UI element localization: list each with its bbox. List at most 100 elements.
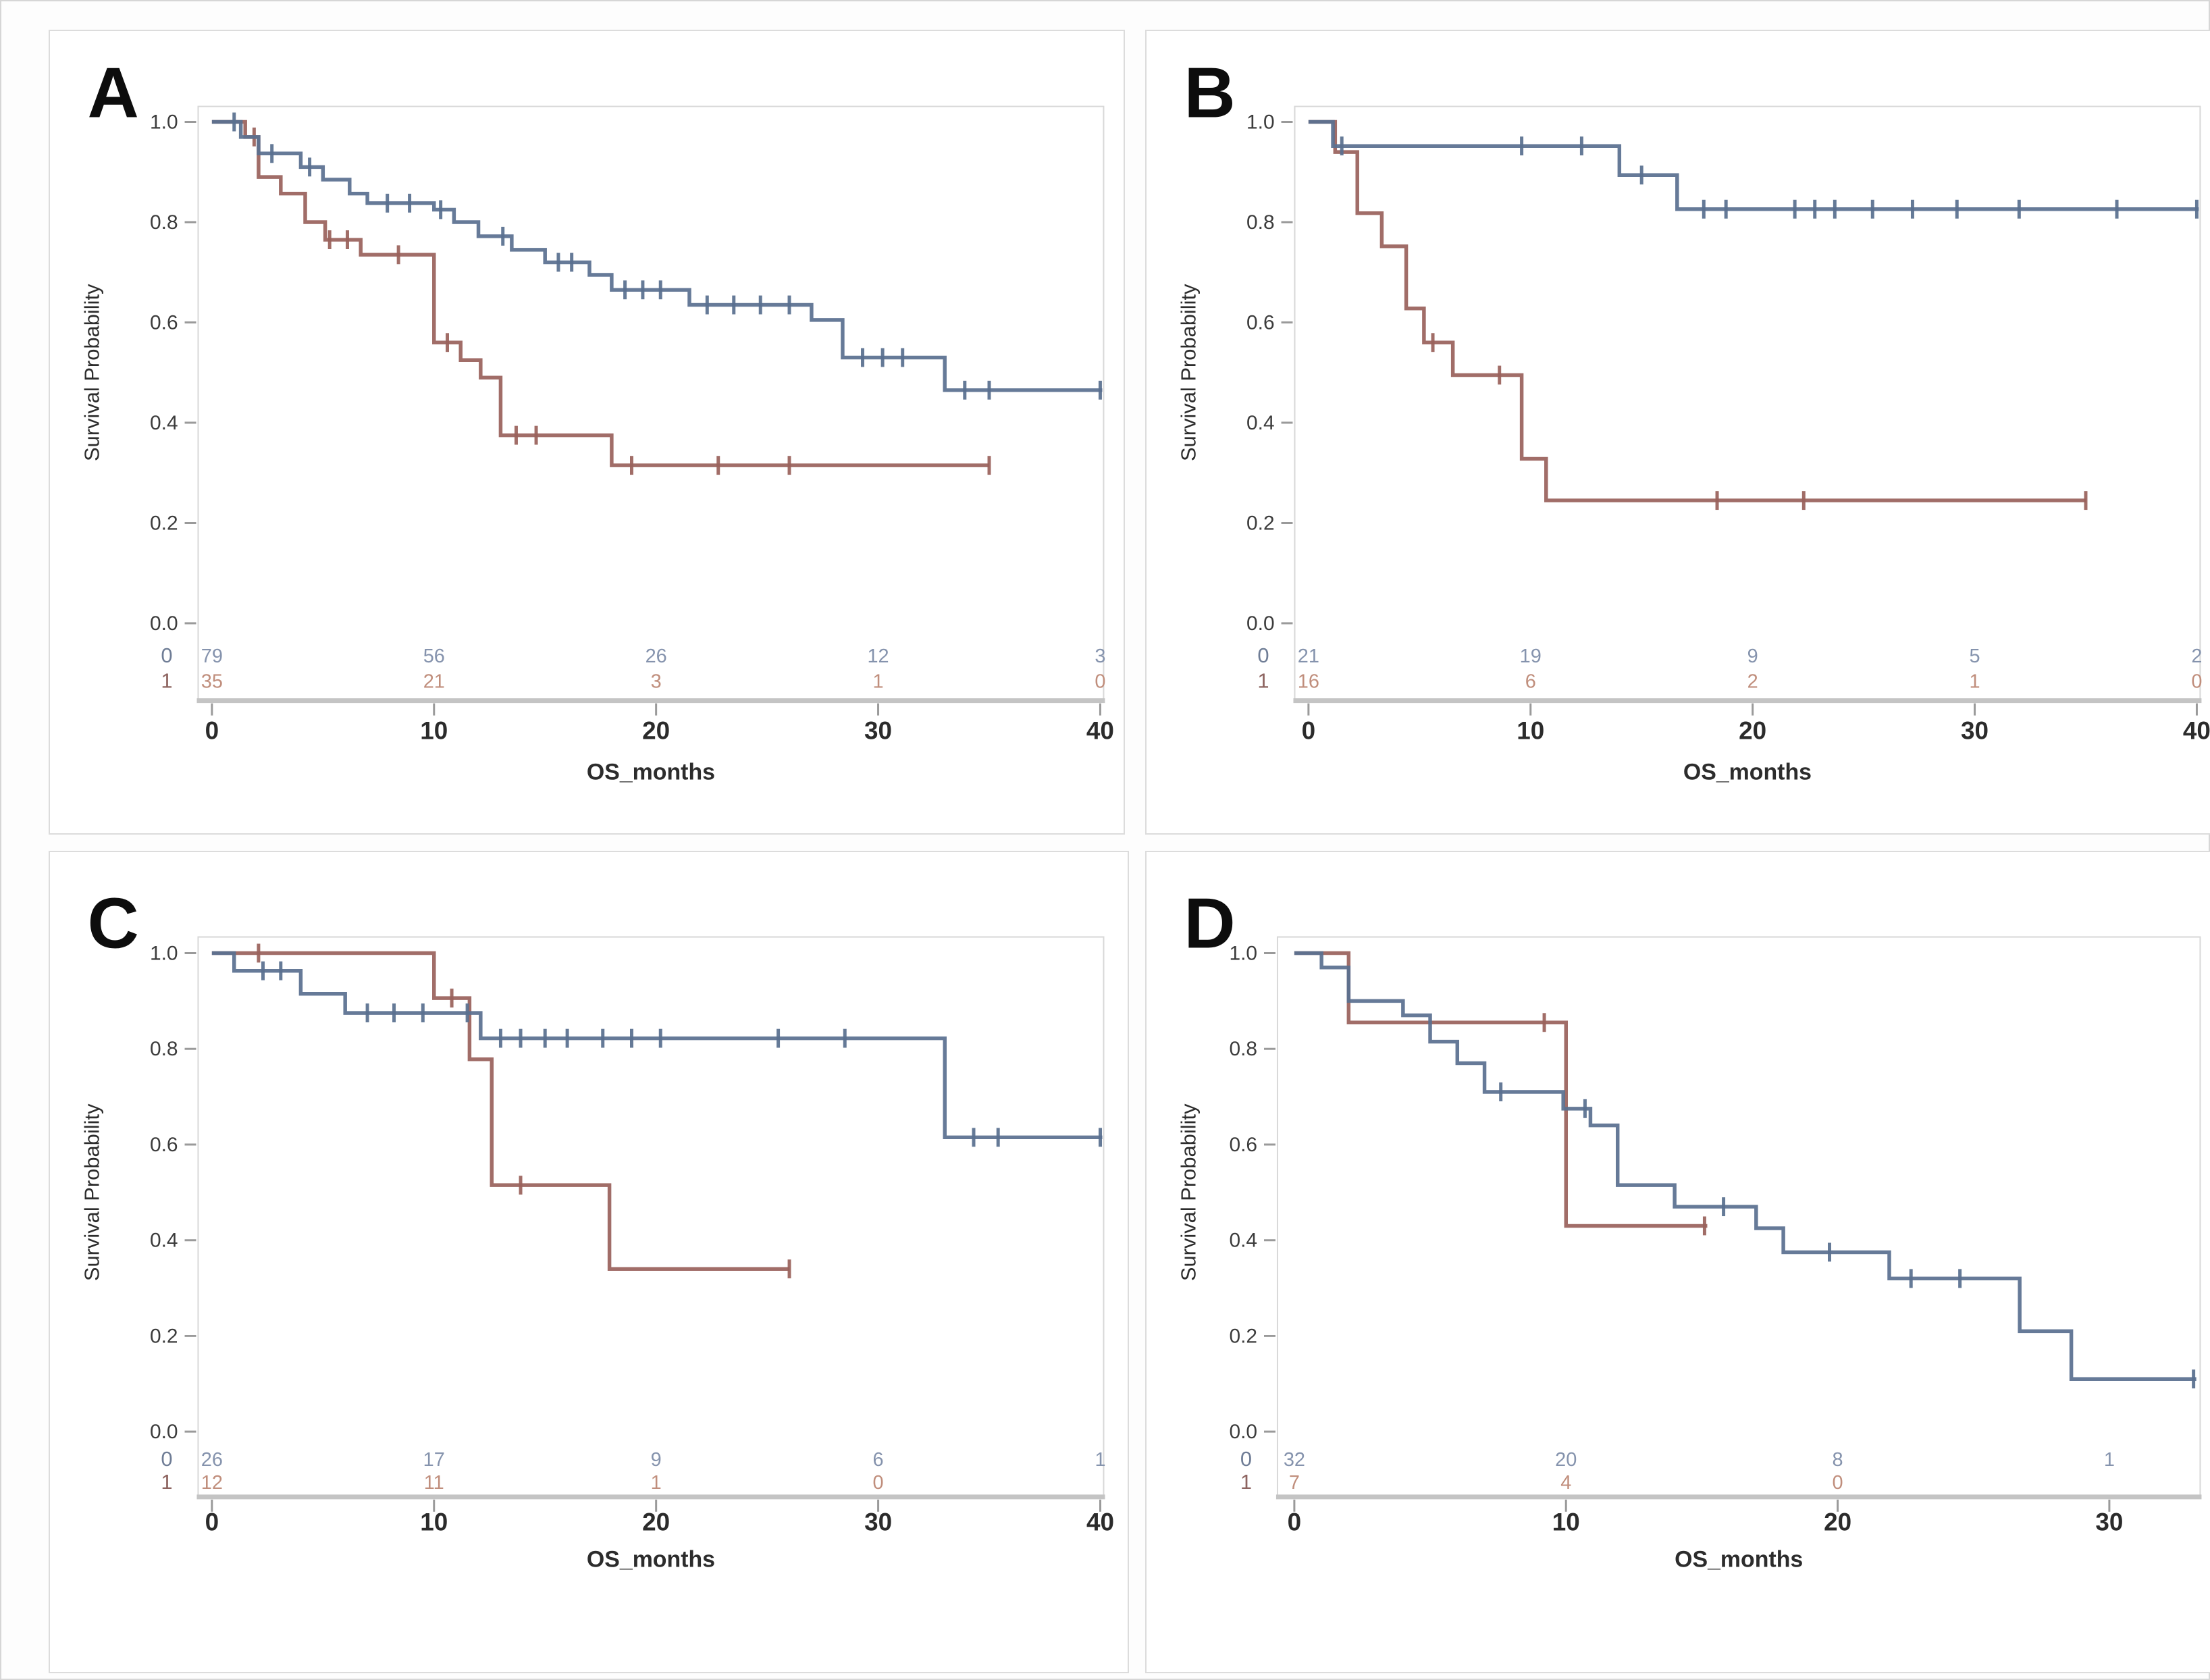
y-axis-title: Survival Probability <box>1176 1103 1200 1281</box>
survival-curve-0 <box>1294 951 2196 1381</box>
atrisk-value: 0 <box>1095 671 1105 693</box>
series-group-0 <box>211 112 1103 400</box>
x-axis-title: OS_months <box>587 1547 715 1573</box>
atrisk-value: 26 <box>201 1449 223 1471</box>
survival-curve-1 <box>211 951 790 1271</box>
atrisk-row-label: 0 <box>161 1447 172 1471</box>
atrisk-value: 1 <box>873 671 884 693</box>
x-tick-label: 0 <box>1302 716 1316 744</box>
x-tick-label: 20 <box>642 1508 670 1536</box>
x-tick-label: 30 <box>2095 1508 2123 1536</box>
atrisk-value: 1 <box>2104 1449 2115 1471</box>
atrisk-row-label: 0 <box>161 644 172 667</box>
y-tick-label: 0.8 <box>150 1038 178 1060</box>
atrisk-value: 1 <box>1095 1449 1105 1471</box>
x-axis-title: OS_months <box>1683 759 1812 785</box>
y-axis-title: Survival Probability <box>80 284 103 461</box>
y-tick-label: 0.2 <box>1229 1325 1257 1347</box>
y-tick-label: 0.4 <box>1229 1230 1257 1252</box>
atrisk-row-label: 1 <box>1257 669 1269 693</box>
y-tick-label: 0.0 <box>150 1421 178 1443</box>
plot-wall <box>197 936 1105 1498</box>
x-tick-label: 10 <box>420 1508 448 1536</box>
y-tick-label: 1.0 <box>1246 111 1275 134</box>
y-tick-label: 0.6 <box>150 312 178 334</box>
survival-curve-1 <box>211 120 989 467</box>
y-tick-label: 0.6 <box>1246 312 1275 334</box>
atrisk-row-label: 0 <box>1240 1447 1252 1471</box>
atrisk-row-label: 1 <box>161 1470 172 1494</box>
y-tick-label: 0.8 <box>1229 1038 1257 1060</box>
atrisk-value: 26 <box>646 646 667 667</box>
panel-b-chart: 1.00.80.60.40.20.00 10 20 30 40OS_monthsSurv… <box>1176 53 2210 785</box>
x-axis-title: OS_months <box>587 759 715 785</box>
atrisk-value: 5 <box>1970 646 1980 667</box>
series-group-0 <box>1294 951 2196 1389</box>
x-tick-label: 0 <box>1288 1508 1302 1536</box>
y-tick-label: 0.2 <box>150 1325 178 1347</box>
atrisk-row-label: 0 <box>1257 644 1269 667</box>
y-tick-label: 0.2 <box>150 513 178 535</box>
x-tick-label: 20 <box>1739 716 1766 744</box>
series-group-1 <box>1308 120 2088 510</box>
y-tick-label: 1.0 <box>1229 942 1257 964</box>
atrisk-value: 79 <box>201 646 223 667</box>
atrisk-value: 1 <box>1970 671 1980 693</box>
atrisk-value: 9 <box>1747 646 1758 667</box>
series-group-0 <box>211 951 1103 1147</box>
x-tick-label: 40 <box>2183 716 2210 744</box>
panel-letter: A <box>87 53 138 133</box>
x-tick-label: 0 <box>205 1508 219 1536</box>
atrisk-value: 0 <box>873 1472 884 1494</box>
atrisk-value: 0 <box>1833 1472 1843 1494</box>
series-group-1 <box>1294 951 1708 1236</box>
atrisk-value: 0 <box>2191 671 2202 693</box>
y-tick-label: 1.0 <box>150 942 178 964</box>
atrisk-row-label: 1 <box>1240 1470 1252 1494</box>
panel-letter: C <box>87 884 138 964</box>
atrisk-value: 6 <box>873 1449 884 1471</box>
panel-d: 1.0 0.8 0.6 0.4 0.2 0.0 0 10 20 30 OS_months Surviv… <box>1145 851 2210 1673</box>
atrisk-value: 1 <box>651 1472 662 1494</box>
plot-wall <box>197 105 1105 702</box>
x-tick-label: 0 <box>205 716 219 744</box>
survival-curve-1 <box>1308 120 2086 502</box>
series-group-0 <box>1308 120 2199 219</box>
x-tick-label: 30 <box>864 1508 892 1536</box>
y-tick-label: 0.8 <box>1246 211 1275 234</box>
y-tick-label: 0.6 <box>1229 1134 1257 1156</box>
atrisk-value: 12 <box>201 1472 223 1494</box>
panel-d-chart: 1.00.80.60.40.20.00 10 20 30OS_monthsSurviv… <box>1176 884 2202 1573</box>
atrisk-value: 17 <box>423 1449 445 1471</box>
survival-curve-0 <box>1308 120 2199 211</box>
x-tick-label: 10 <box>1517 716 1544 744</box>
atrisk-value: 21 <box>423 671 445 693</box>
atrisk-value: 56 <box>423 646 445 667</box>
atrisk-value: 19 <box>1520 646 1542 667</box>
atrisk-value: 3 <box>1095 646 1105 667</box>
atrisk-value: 12 <box>867 646 889 667</box>
plot-wall <box>1294 105 2201 702</box>
series-group-1 <box>211 943 791 1279</box>
x-tick-label: 20 <box>642 716 670 744</box>
x-tick-label: 10 <box>420 716 448 744</box>
y-tick-label: 0.6 <box>150 1134 178 1156</box>
atrisk-value: 6 <box>1525 671 1536 693</box>
atrisk-value: 16 <box>1298 671 1319 693</box>
x-tick-label: 30 <box>1961 716 1989 744</box>
y-tick-label: 1.0 <box>150 111 178 134</box>
atrisk-value: 11 <box>424 1472 444 1494</box>
panel-letter: B <box>1184 53 1235 133</box>
atrisk-value: 35 <box>201 671 223 693</box>
y-tick-label: 0.0 <box>150 612 178 635</box>
survival-curve-1 <box>1294 951 1708 1228</box>
y-tick-label: 0.4 <box>150 1230 178 1252</box>
panel-a-chart: 1.00.80.60.40.20.00 10 20 30 40OS_monthsSurv… <box>80 53 1114 785</box>
x-tick-label: 10 <box>1552 1508 1580 1536</box>
y-tick-label: 0.8 <box>150 211 178 234</box>
x-tick-label: 40 <box>1086 716 1114 744</box>
atrisk-value: 20 <box>1555 1449 1577 1471</box>
y-axis-title: Survival Probability <box>80 1103 103 1281</box>
atrisk-value: 2 <box>1747 671 1758 693</box>
